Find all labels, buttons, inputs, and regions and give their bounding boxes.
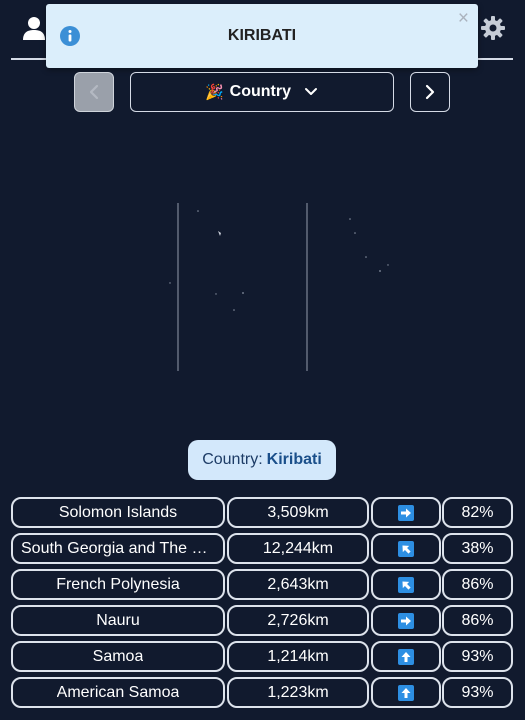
guess-direction <box>371 677 441 708</box>
guess-row: French Polynesia 2,643km 86% <box>11 569 513 600</box>
guess-proximity: 82% <box>442 497 513 528</box>
guess-proximity: 86% <box>442 569 513 600</box>
guess-country-name: South Georgia and The S... <box>11 533 225 564</box>
guess-country-name: Nauru <box>11 605 225 636</box>
guess-row: Nauru 2,726km 86% <box>11 605 513 636</box>
guess-direction <box>371 605 441 636</box>
answer-label: Country: Kiribati <box>188 440 336 480</box>
guess-distance: 3,509km <box>227 497 369 528</box>
guess-distance: 12,244km <box>227 533 369 564</box>
guess-row: Solomon Islands 3,509km 82% <box>11 497 513 528</box>
guess-distance: 1,214km <box>227 641 369 672</box>
previous-button[interactable] <box>74 72 114 112</box>
chevron-left-icon <box>89 84 99 100</box>
party-popper-icon: 🎉 <box>204 84 224 101</box>
gear-icon[interactable] <box>481 16 505 40</box>
guess-distance: 2,726km <box>227 605 369 636</box>
guess-proximity: 86% <box>442 605 513 636</box>
guess-country-name: American Samoa <box>11 677 225 708</box>
mode-label: Country <box>229 83 291 100</box>
toast-title: KIRIBATI <box>227 27 297 44</box>
country-map <box>169 203 389 371</box>
guess-direction <box>371 533 441 564</box>
close-icon[interactable]: × <box>457 8 469 29</box>
guess-direction <box>371 641 441 672</box>
guess-country-name: Solomon Islands <box>11 497 225 528</box>
toast-notification: KIRIBATI × <box>46 4 478 68</box>
answer-prefix: Country: <box>202 451 263 468</box>
mode-dropdown[interactable]: 🎉 Country <box>130 72 394 112</box>
user-icon[interactable] <box>23 16 45 40</box>
guess-country-name: Samoa <box>11 641 225 672</box>
arrow-up-left-icon <box>398 576 414 593</box>
guess-row: Samoa 1,214km 93% <box>11 641 513 672</box>
arrow-right-icon <box>398 612 414 629</box>
guess-distance: 2,643km <box>227 569 369 600</box>
answer-name: Kiribati <box>266 451 322 468</box>
next-button[interactable] <box>410 72 450 112</box>
arrow-up-icon <box>398 648 414 665</box>
guess-direction <box>371 497 441 528</box>
guess-country-name: French Polynesia <box>11 569 225 600</box>
arrow-up-icon <box>398 684 414 701</box>
guess-proximity: 93% <box>442 641 513 672</box>
arrow-up-left-icon <box>398 540 414 557</box>
guess-distance: 1,223km <box>227 677 369 708</box>
info-icon <box>60 26 80 46</box>
chevron-down-icon <box>305 88 317 95</box>
guess-row: South Georgia and The S... 12,244km 38% <box>11 533 513 564</box>
guess-proximity: 93% <box>442 677 513 708</box>
guess-proximity: 38% <box>442 533 513 564</box>
guess-row: American Samoa 1,223km 93% <box>11 677 513 708</box>
chevron-right-icon <box>425 84 435 100</box>
arrow-right-icon <box>398 504 414 521</box>
guess-direction <box>371 569 441 600</box>
